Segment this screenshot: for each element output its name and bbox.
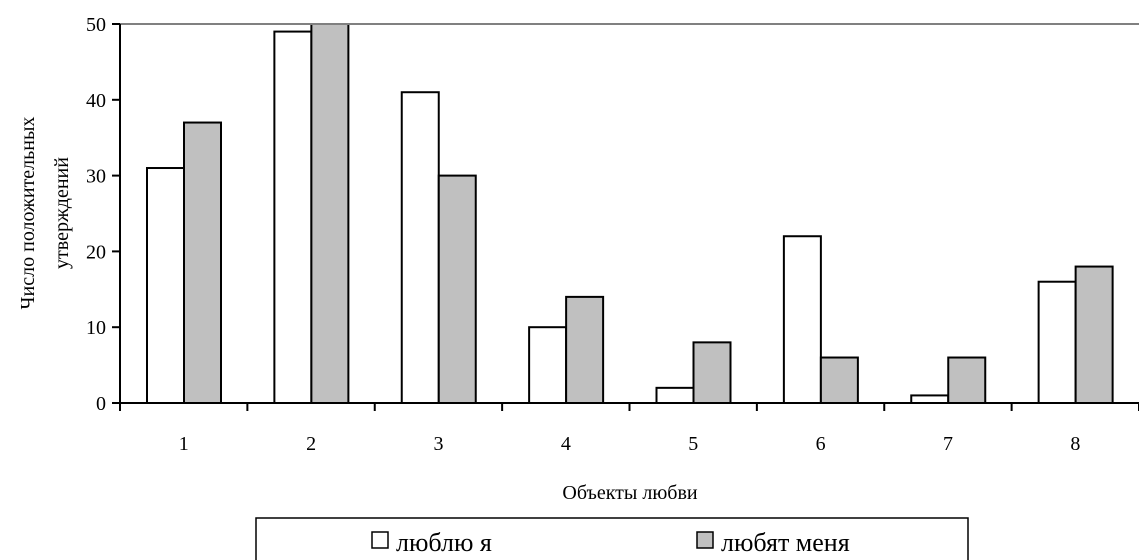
x-tick-label-3: 3 — [433, 433, 443, 455]
bar-series-2-category-3 — [437, 174, 477, 404]
x-tick-label-1: 1 — [179, 433, 189, 455]
bar-series-1-category-2 — [273, 30, 313, 405]
bar-series-1-category-3 — [400, 91, 440, 404]
chart-axes: 0 10 20 30 40 50 1 2 3 4 5 6 7 8 — [86, 14, 1139, 455]
bar-series-1-category-5 — [655, 386, 695, 404]
x-tick-label-8: 8 — [1070, 433, 1080, 455]
bar-series-2-category-4 — [565, 295, 605, 405]
bar-series-1-category-4 — [528, 326, 568, 405]
y-axis-title-line-1: Число положительных — [17, 117, 39, 310]
x-tick-label-5: 5 — [688, 433, 698, 455]
bar-series-2-category-5 — [692, 341, 732, 404]
y-tick-label-30: 30 — [86, 166, 106, 188]
bar-series-1-category-7 — [910, 394, 950, 405]
bar-series-2-category-1 — [183, 121, 222, 404]
legend-label-series-1: люблю я — [396, 528, 492, 557]
chart-marks — [146, 24, 1114, 405]
bar-series-2-category-8 — [1074, 265, 1114, 404]
legend-swatch-series-2 — [696, 531, 714, 549]
bar-series-2-category-2 — [310, 24, 350, 404]
legend-label-series-2: любят меня — [721, 528, 850, 557]
x-axis-title: Объекты любви — [562, 482, 698, 504]
x-tick-label-4: 4 — [561, 433, 571, 455]
y-axis-title: Число положительных утверждений — [17, 117, 73, 310]
bar-series-1-category-1 — [146, 167, 185, 404]
x-tick-label-6: 6 — [816, 433, 826, 455]
bar-series-2-category-7 — [947, 356, 987, 404]
legend-swatch-series-1 — [371, 531, 389, 549]
y-tick-label-10: 10 — [86, 317, 106, 339]
y-tick-label-50: 50 — [86, 14, 106, 36]
y-axis-title-line-2: утверждений — [51, 157, 73, 269]
y-tick-label-0: 0 — [96, 393, 106, 415]
bar-series-1-category-8 — [1037, 280, 1077, 404]
bar-series-1-category-6 — [782, 235, 822, 404]
bar-series-2-category-6 — [819, 356, 859, 404]
y-tick-label-20: 20 — [86, 241, 106, 263]
x-tick-label-2: 2 — [306, 433, 316, 455]
y-tick-label-40: 40 — [86, 90, 106, 112]
legend-box — [255, 517, 969, 560]
x-tick-label-7: 7 — [943, 433, 953, 455]
legend: люблю я любят меня — [255, 517, 969, 560]
